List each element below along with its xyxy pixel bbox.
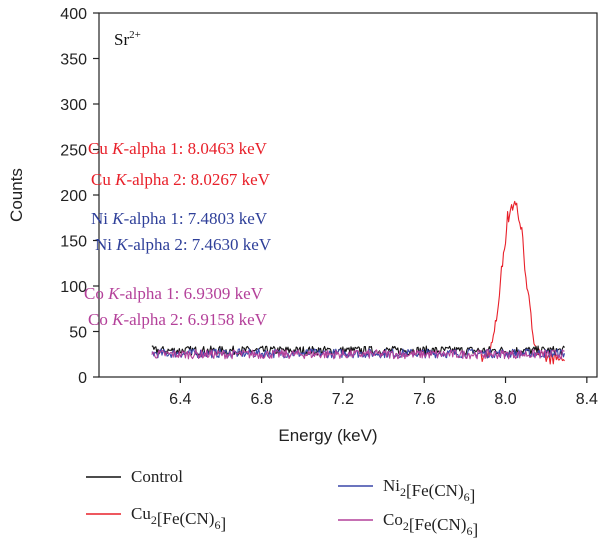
y-tick-label: 400	[60, 6, 87, 23]
legend-label: Ni2[Fe(CN)6]	[383, 476, 475, 505]
y-tick-label: 0	[78, 370, 87, 387]
element-line-annotation: Co K-alpha 2: 6.9158 keV	[88, 310, 268, 329]
series-layer	[151, 200, 566, 365]
y-tick-label: 300	[60, 97, 87, 114]
y-tick-label: 100	[60, 279, 87, 296]
x-tick-label: 7.2	[332, 391, 354, 408]
axis-ticks: 6.4 6.8 7.2 7.6 8.0 8.4 0 50 100 150 200 250 300 350 4…	[60, 6, 598, 408]
x-tick-label: 7.6	[413, 391, 435, 408]
legend-label: Cu2[Fe(CN)6]	[131, 504, 226, 533]
legend-label: Control	[131, 467, 183, 486]
element-line-annotation: Cu K-alpha 2: 8.0267 keV	[91, 170, 271, 189]
x-tick-label: 8.4	[576, 391, 598, 408]
x-tick-label: 6.8	[250, 391, 272, 408]
y-tick-label: 50	[69, 325, 87, 342]
x-tick-label: 8.0	[494, 391, 516, 408]
y-axis-title: Counts	[7, 168, 26, 222]
element-line-annotation: Ni K-alpha 2: 7.4630 keV	[95, 235, 272, 254]
y-tick-label: 200	[60, 188, 87, 205]
annotation-layer: Sr2+ Cu K-alpha 1: 8.0463 keV Cu K-alpha 2…	[84, 29, 272, 329]
series-line-4	[151, 349, 565, 360]
y-tick-label: 250	[60, 143, 87, 160]
x-axis-title: Energy (keV)	[278, 426, 377, 445]
legend-label: Co2[Fe(CN)6]	[383, 510, 478, 538]
sample-label: Sr2+	[114, 29, 141, 49]
legend: Control Ni2[Fe(CN)6] Cu2[Fe(CN)6] Co2[Fe(CN…	[86, 467, 478, 538]
element-line-annotation: Co K-alpha 1: 6.9309 keV	[84, 284, 264, 303]
element-line-annotation: Cu K-alpha 1: 8.0463 keV	[88, 139, 268, 158]
series-line-2	[480, 200, 565, 365]
y-tick-label: 350	[60, 52, 87, 69]
element-line-annotation: Ni K-alpha 1: 7.4803 keV	[91, 209, 268, 228]
x-tick-label: 6.4	[169, 391, 191, 408]
y-tick-label: 150	[60, 234, 87, 251]
